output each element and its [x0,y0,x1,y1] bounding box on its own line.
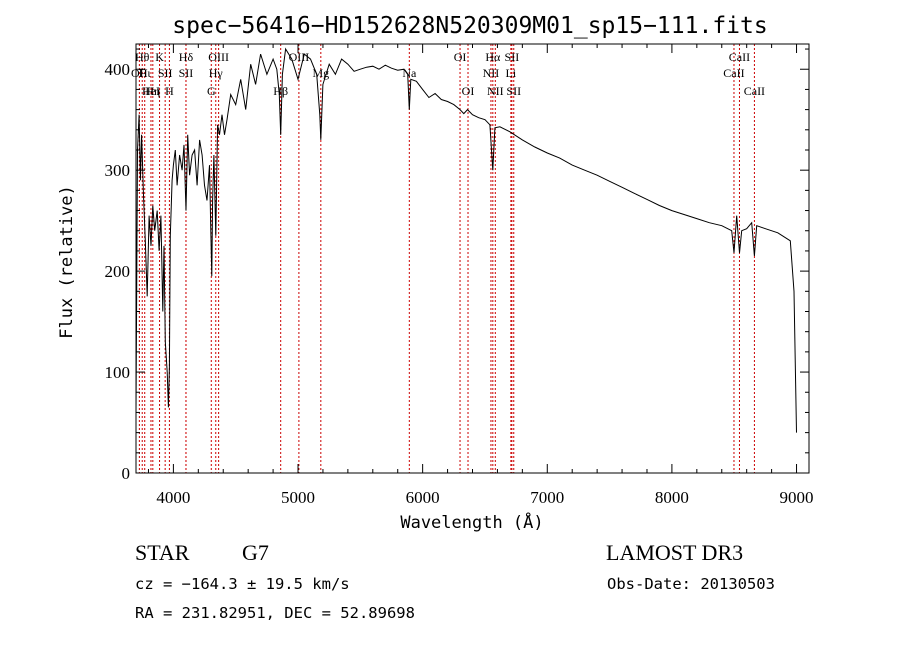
spectral-line-label: H [165,84,174,98]
spectral-line-label: Hα [485,50,501,64]
x-axis-label: Wavelength (Å) [400,511,543,533]
spectral-line-label: Hδ [179,50,194,64]
y-tick-label: 200 [105,262,131,281]
x-tick-label: 9000 [780,488,814,507]
spectral-line-label: CaII [729,50,750,64]
object-class: STAR [135,540,190,565]
spectral-line-label: G [207,84,216,98]
x-tick-label: 5000 [281,488,315,507]
y-tick-label: 400 [105,60,131,79]
x-axis: 4000 5000 6000 7000 8000 9000 [147,44,814,507]
spectral-line-label: Li [506,66,517,80]
spectral-line-label: NII [483,66,500,80]
spectral-line-label: SII [505,50,520,64]
spectral-line-label: Hθ [135,50,150,64]
spectral-line-label: HeI [142,84,160,98]
spectral-line-label: NII [487,84,504,98]
spectral-line-label: SII [506,84,521,98]
spectral-subclass: G7 [242,540,269,565]
x-tick-label: 8000 [655,488,689,507]
survey-name: LAMOST DR3 [606,540,744,565]
spectral-line-label: Hη [145,84,160,98]
x-tick-label: 4000 [156,488,190,507]
plot-frame [135,43,810,474]
spectral-line-label: Hγ [209,66,224,80]
spectral-line-label: OIII [289,50,310,64]
chart-title: spec−56416−HD152628N520309M01_sp15−111.f… [172,13,767,39]
spectral-line-label: OIII [208,50,229,64]
redshift-info: cz = −164.3 ± 19.5 km/s [135,575,350,593]
spectral-line-label: OI [454,50,467,64]
spectral-line-label: K [155,50,164,64]
y-axis: 0 100 200 300 400 [105,48,809,483]
spectral-line-label: SII [158,66,173,80]
spectral-line-label: OI [462,84,475,98]
spectral-line-markers [138,44,755,473]
y-tick-label: 100 [105,363,131,382]
x-tick-label: 6000 [406,488,440,507]
spectral-line-label: SII [179,66,194,80]
spectral-line-label: Hι [139,66,152,80]
obs-date: Obs-Date: 20130503 [607,575,775,593]
y-axis-label: Flux (relative) [57,185,77,339]
spectral-line-label: Hβ [273,84,288,98]
spectrum-line [135,47,797,433]
spectral-line-label: Na [402,66,417,80]
y-tick-label: 300 [105,161,131,180]
spectral-line-label: CaII [744,84,765,98]
x-tick-label: 7000 [530,488,564,507]
y-tick-label: 0 [122,464,131,483]
spectral-line-label: CaII [723,66,744,80]
coordinates: RA = 231.82951, DEC = 52.89698 [135,604,415,622]
